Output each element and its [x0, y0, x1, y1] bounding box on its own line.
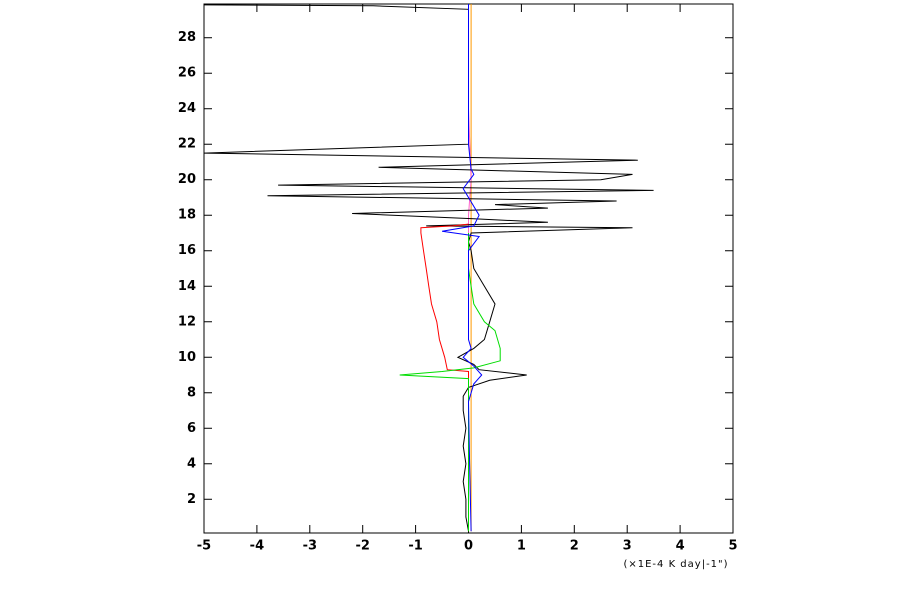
y-tick-label: 14 [178, 279, 196, 294]
y-tick-label: 18 [178, 208, 196, 223]
y-tick-label: 10 [178, 350, 196, 365]
y-tick-label: 4 [187, 456, 196, 471]
y-tick-label: 6 [187, 421, 196, 436]
profile-line [399, 233, 501, 532]
y-tick-label: 22 [178, 137, 196, 152]
y-tick-label: 20 [178, 172, 196, 187]
y-tick-label: 8 [187, 385, 196, 400]
x-tick-label: 4 [676, 539, 685, 554]
profile-line [203, 4, 654, 532]
x-tick-label: 5 [728, 539, 737, 554]
profile-line [420, 223, 469, 532]
x-tick-label: -4 [250, 539, 264, 554]
y-tick-label: 26 [178, 66, 196, 81]
x-tick-label: -5 [197, 539, 211, 554]
x-tick-label: 0 [464, 539, 473, 554]
y-tick-label: 16 [178, 243, 196, 258]
x-tick-label: 3 [623, 539, 632, 554]
y-tick-label: 12 [178, 314, 196, 329]
y-tick-label: 2 [187, 492, 196, 507]
y-tick-label: 24 [178, 101, 196, 116]
profile-line [442, 4, 483, 532]
x-tick-label: 2 [570, 539, 579, 554]
x-axis-label: (×1E-4 K day|-1") [623, 559, 728, 570]
y-tick-label: 28 [178, 30, 196, 45]
x-tick-label: 1 [517, 539, 526, 554]
x-tick-label: -3 [303, 539, 317, 554]
x-tick-label: -2 [355, 539, 369, 554]
x-tick-label: -1 [408, 539, 422, 554]
